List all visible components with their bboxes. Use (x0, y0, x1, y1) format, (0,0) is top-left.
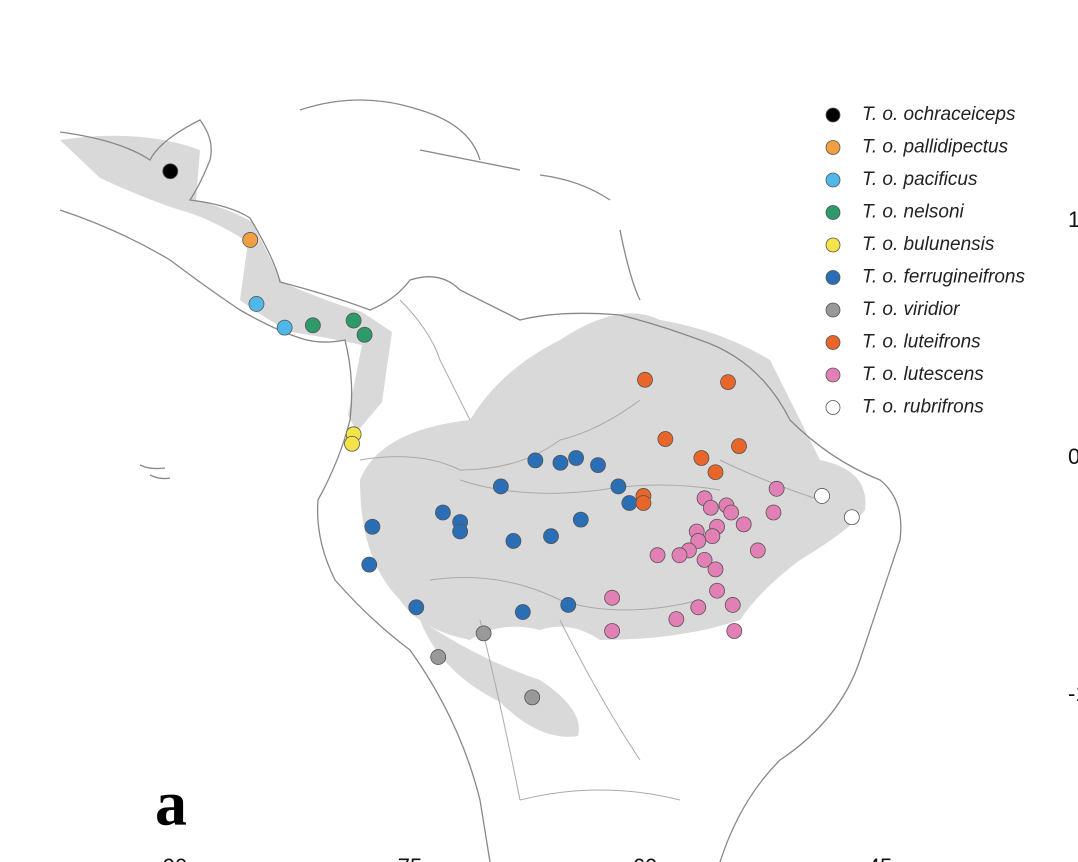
sample-point (276, 319, 293, 336)
legend-marker (825, 335, 841, 350)
sample-point (735, 516, 752, 533)
sample-point (702, 499, 719, 516)
sample-point (248, 296, 265, 312)
legend-label: T. o. nelsoni (862, 202, 965, 223)
sample-point (637, 371, 653, 388)
sample-point (505, 533, 522, 549)
sample-point (356, 326, 373, 343)
legend-marker (825, 140, 841, 155)
y-tick-label: -10 (1068, 681, 1078, 706)
sample-point (693, 450, 710, 466)
sample-point (749, 542, 766, 559)
sample-point (560, 597, 577, 613)
legend-marker (825, 237, 841, 253)
sample-point (572, 511, 589, 528)
sample-point (723, 504, 740, 521)
sample-point (621, 495, 638, 511)
legend-label: T. o. pacificus (862, 169, 978, 190)
y-tick-label: 0 (1068, 444, 1078, 469)
legend-label: T. o. bulunensis (862, 234, 995, 255)
x-tick-label: 75 (398, 854, 422, 862)
legend-label: T. o. ferrugineifrons (862, 267, 1025, 288)
sample-point (408, 599, 425, 616)
sample-point (543, 528, 559, 545)
panel-label: a (155, 768, 187, 839)
coastlines (59, 99, 902, 862)
legend-marker (825, 107, 841, 123)
sample-point (452, 523, 469, 540)
borders (359, 299, 821, 801)
sample-point (610, 478, 627, 495)
sample-point (768, 480, 785, 497)
x-tick-label: 90 (163, 854, 187, 862)
sample-point (707, 561, 724, 578)
legend-label: T. o. luteifrons (862, 332, 981, 353)
sample-point (720, 374, 736, 391)
sample-point (475, 625, 492, 642)
sample-point (304, 317, 321, 334)
sample-point (690, 533, 707, 549)
sample-point (344, 435, 360, 452)
sample-point (604, 589, 621, 606)
legend-marker (825, 302, 841, 318)
legend-label: T. o. pallidipectus (862, 137, 1009, 158)
sample-point (635, 495, 652, 511)
legend-marker (825, 400, 841, 415)
legend-label: T. o. viridior (862, 299, 960, 320)
sample-point (696, 552, 713, 568)
legend-marker (825, 172, 841, 188)
sample-point (435, 504, 451, 521)
range-areas (60, 135, 866, 737)
sample-point (690, 599, 707, 616)
sample-point (649, 547, 666, 564)
sample-point (671, 547, 688, 564)
legend-marker (825, 205, 841, 220)
legend-label: T. o. lutescens (862, 364, 984, 385)
sample-point (524, 689, 541, 706)
sample-point (726, 623, 743, 639)
sample-point (552, 454, 569, 471)
sample-point (361, 556, 378, 573)
legend-marker (825, 367, 841, 383)
sample-point (364, 518, 381, 535)
sample-point (668, 611, 685, 628)
sample-point (430, 649, 447, 665)
sample-point (527, 452, 544, 469)
sample-point (814, 488, 830, 504)
sample-point (242, 232, 259, 248)
sample-point (843, 509, 860, 526)
legend-label: T. o. rubrifrons (862, 397, 984, 418)
sample-point (345, 312, 362, 329)
sample-point (724, 597, 741, 613)
sample-point (704, 528, 721, 545)
y-tick-label: 10 (1068, 207, 1078, 232)
x-tick-label: 60 (633, 854, 657, 862)
sample-point (604, 623, 621, 639)
sample-point (709, 582, 725, 599)
sample-point (731, 438, 747, 455)
sample-point (707, 464, 724, 481)
x-tick-label: 45 (868, 854, 892, 862)
sample-point (162, 163, 179, 180)
sample-point (657, 431, 674, 447)
legend-label: T. o. ochraceiceps (862, 104, 1016, 125)
sample-point (514, 604, 531, 620)
sample-point (568, 450, 584, 466)
sample-point (765, 504, 782, 521)
sample-point (590, 457, 606, 474)
legend-marker (825, 270, 841, 285)
sample-point (492, 478, 509, 495)
